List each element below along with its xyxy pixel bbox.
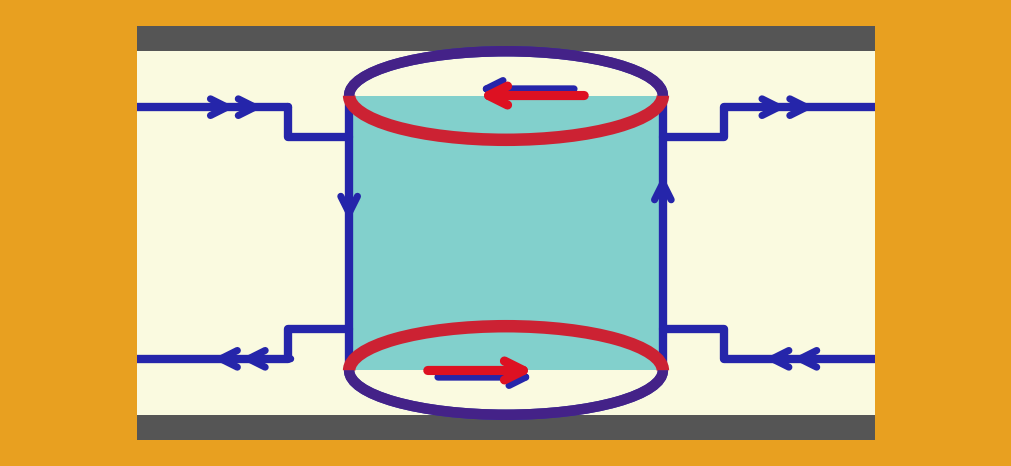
Bar (875, 0, 1011, 466)
Bar (136, 26, 875, 51)
Bar (349, 96, 662, 370)
Bar (136, 26, 875, 440)
Bar (136, 415, 875, 440)
Bar (0, 0, 136, 466)
